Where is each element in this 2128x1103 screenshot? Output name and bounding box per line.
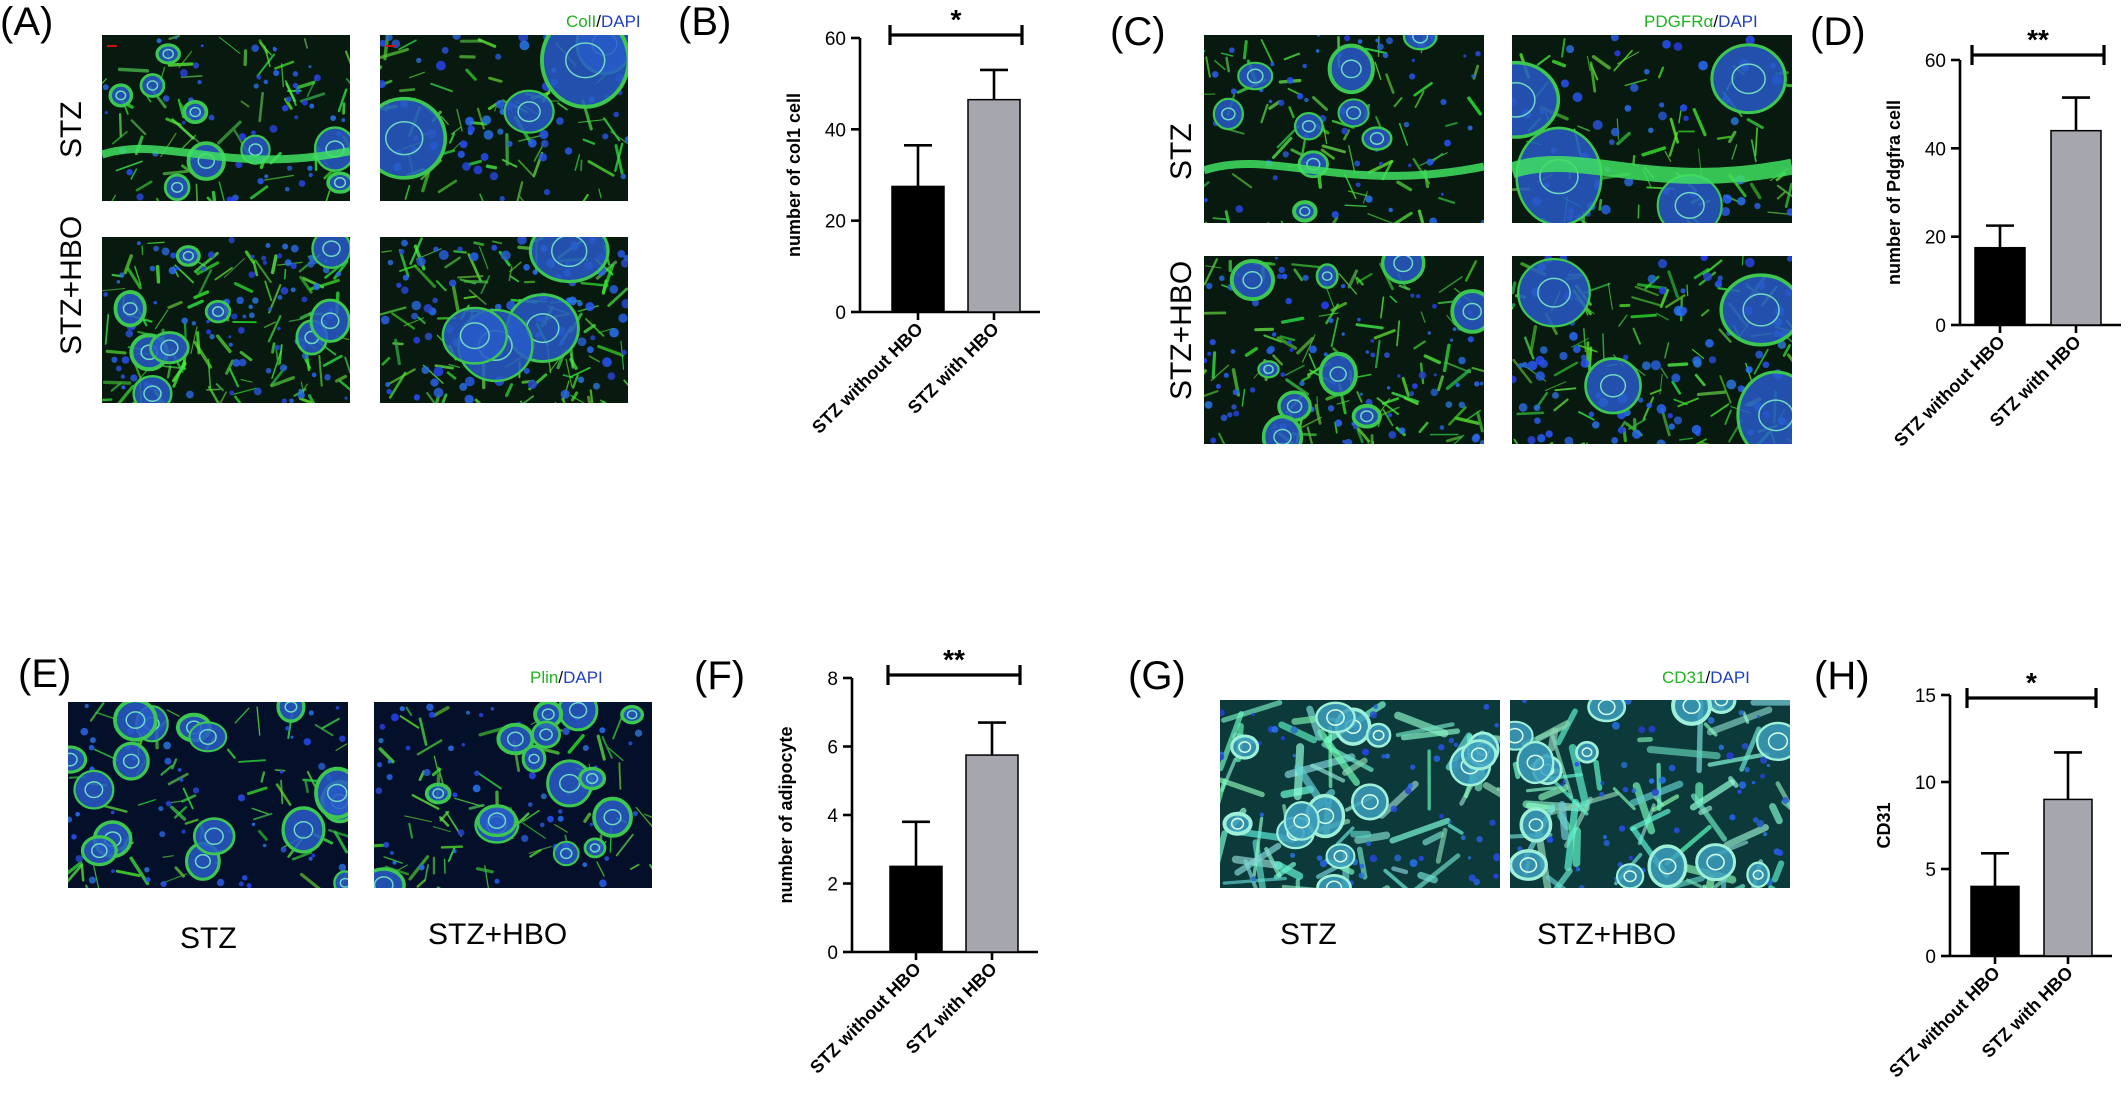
- significance-marker: *: [951, 4, 962, 35]
- panel-label-f: (F): [694, 654, 746, 698]
- significance-marker: **: [2027, 24, 2049, 55]
- y-tick-label: 40: [825, 120, 846, 141]
- y-tick-label: 5: [1925, 860, 1936, 881]
- micrograph-c-stz-low: [1204, 35, 1484, 223]
- y-tick-label: 4: [827, 806, 838, 827]
- y-tick-label: 0: [1925, 947, 1936, 968]
- stain-green-a: ColI: [566, 12, 597, 31]
- category-label: STZ without HBO: [806, 959, 925, 1078]
- bar: [967, 98, 1021, 313]
- bar: [891, 185, 945, 313]
- col-label-g-stz-hbo: STZ+HBO: [1537, 918, 1677, 951]
- stain-green-e: Plin: [530, 668, 559, 687]
- micrograph-g-stz-hbo: [1510, 700, 1790, 888]
- y-axis-label: number of adipocyte: [776, 726, 796, 903]
- micrograph-a-stz-high: [380, 35, 628, 201]
- y-tick-label: 0: [827, 943, 838, 964]
- micrograph-a-hbo-low: [102, 237, 350, 403]
- stain-blue-g: DAPI: [1710, 668, 1750, 687]
- bar: [2043, 798, 2093, 957]
- bar: [889, 865, 943, 953]
- row-label-a-stz-hbo: STZ+HBO: [55, 215, 88, 355]
- y-tick-label: 2: [827, 875, 838, 896]
- category-label: STZ without HBO: [808, 319, 927, 438]
- bar: [2050, 129, 2102, 326]
- scale-bar-a1: [107, 45, 117, 47]
- y-tick-label: 0: [835, 303, 846, 324]
- y-axis-label: number of Pdgfra cell: [1884, 100, 1904, 285]
- category-label: STZ without HBO: [1890, 332, 2009, 451]
- bar: [1970, 885, 2020, 957]
- bar-chart-d: 0 20 40 60 number of Pdgfra cell STZ without …: [1884, 24, 2121, 451]
- panel-label-b: (B): [678, 0, 732, 44]
- row-label-c-stz: STZ: [1165, 123, 1198, 180]
- bar-chart-b: 0 20 40 60 number of col1 cell STZ without HB…: [784, 4, 1040, 438]
- stain-blue-e: DAPI: [563, 668, 603, 687]
- y-axis-label: number of col1 cell: [784, 93, 804, 257]
- category-label: STZ without HBO: [1885, 963, 2004, 1082]
- micrograph-a-hbo-high: [380, 237, 628, 403]
- row-label-a-stz: STZ: [55, 101, 88, 158]
- micrograph-c-stz-high: [1512, 35, 1792, 223]
- stain-legend-e: Plin/DAPI: [530, 668, 603, 688]
- panel-label-d: (D): [1810, 10, 1866, 54]
- panel-label-h: (H): [1814, 654, 1870, 698]
- micrograph-e-stz-hbo: [374, 702, 652, 888]
- y-tick-label: 6: [827, 738, 838, 759]
- stain-legend-g: CD31/DAPI: [1662, 668, 1750, 688]
- stain-green-c: PDGFRα: [1644, 12, 1714, 31]
- y-tick-label: 8: [827, 669, 838, 690]
- stain-green-g: CD31: [1662, 668, 1706, 687]
- col-label-e-stz-hbo: STZ+HBO: [428, 918, 568, 951]
- stain-blue-a: DAPI: [600, 12, 641, 31]
- y-axis-label: CD31: [1874, 802, 1894, 848]
- panel-label-g: (G): [1128, 654, 1186, 698]
- micrograph-a-stz-low: [102, 35, 350, 201]
- y-tick-label: 20: [1925, 228, 1946, 249]
- y-tick-label: 40: [1925, 139, 1946, 160]
- col-label-e-stz: STZ: [180, 922, 237, 955]
- panel-label-e: (E): [18, 652, 72, 696]
- stain-legend-a: ColI/DAPI: [566, 12, 641, 32]
- stain-sep-e: /: [558, 668, 564, 687]
- y-tick-label: 15: [1915, 686, 1936, 707]
- row-label-c-stz-hbo: STZ+HBO: [1165, 260, 1198, 400]
- micrograph-c-hbo-high: [1512, 256, 1792, 444]
- col-label-g-stz: STZ: [1280, 918, 1337, 951]
- y-tick-label: 10: [1915, 773, 1936, 794]
- micrograph-g-stz: [1220, 700, 1500, 888]
- panel-label-a: (A): [0, 0, 54, 44]
- bar: [965, 754, 1019, 953]
- significance-marker: *: [2026, 667, 2037, 698]
- stain-sep-a: /: [596, 12, 601, 31]
- stain-sep-g: /: [1705, 668, 1711, 687]
- y-tick-label: 20: [825, 212, 846, 233]
- stain-sep-c: /: [1713, 12, 1719, 31]
- y-tick-label: 0: [1935, 316, 1946, 337]
- bar: [1974, 246, 2026, 326]
- stain-blue-c: DAPI: [1718, 12, 1758, 31]
- y-tick-label: 60: [1925, 51, 1946, 72]
- panel-label-c: (C): [1110, 10, 1166, 54]
- scale-bar-a2: [386, 45, 396, 47]
- micrograph-c-hbo-low: [1204, 256, 1484, 444]
- stain-legend-c: PDGFRα/DAPI: [1644, 12, 1758, 32]
- y-tick-label: 60: [825, 29, 846, 50]
- significance-marker: **: [943, 644, 965, 675]
- micrograph-e-stz: [68, 702, 348, 888]
